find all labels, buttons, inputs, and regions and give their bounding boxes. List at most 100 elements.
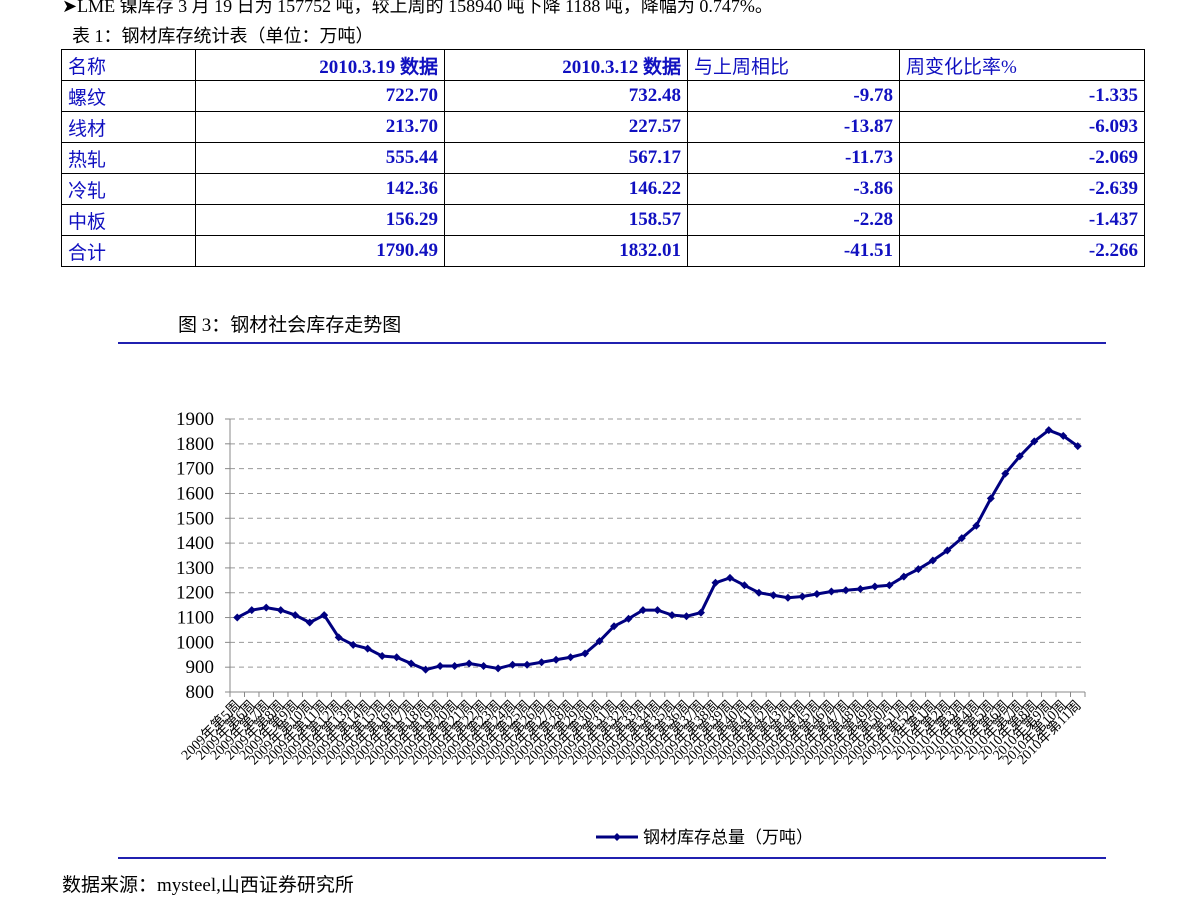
- table-cell: 142.36: [195, 173, 445, 205]
- marker: [581, 649, 590, 658]
- table-cell: -41.51: [687, 235, 900, 267]
- marker: [870, 582, 879, 591]
- table-row: 合计 1790.49 1832.01 -41.51 -2.266: [61, 235, 1145, 267]
- marker: [783, 593, 792, 602]
- marker: [639, 606, 648, 615]
- y-tick-label: 900: [186, 657, 215, 678]
- table-cell: -2.266: [899, 235, 1145, 267]
- marker: [262, 603, 271, 612]
- marker: [552, 655, 561, 664]
- marker: [740, 581, 749, 590]
- marker: [378, 652, 387, 661]
- marker: [885, 581, 894, 590]
- table-cell: 146.22: [444, 173, 688, 205]
- marker: [407, 659, 416, 668]
- marker: [711, 578, 720, 587]
- marker: [320, 611, 329, 620]
- marker: [928, 556, 937, 565]
- marker: [1015, 452, 1024, 461]
- table-cell: -1.437: [899, 204, 1145, 236]
- marker: [696, 608, 705, 617]
- y-tick-label: 1100: [177, 608, 214, 629]
- y-tick-label: 1400: [176, 533, 214, 554]
- y-tick-label: 1200: [176, 583, 214, 604]
- table-cell: 1790.49: [195, 235, 445, 267]
- table-cell: 722.70: [195, 80, 445, 112]
- line: [236, 428, 1079, 672]
- marker: [349, 640, 358, 649]
- legend-marker: [613, 833, 621, 841]
- marker: [841, 586, 850, 595]
- marker: [392, 653, 401, 662]
- marker: [812, 589, 821, 598]
- table-cell: 156.29: [195, 204, 445, 236]
- y-tick-label: 1700: [176, 459, 214, 480]
- marker: [1073, 442, 1082, 451]
- marker: [914, 565, 923, 574]
- marker: [769, 591, 778, 600]
- y-tick-label: 1500: [176, 508, 214, 529]
- table-row: 热轧 555.44 567.17 -11.73 -2.069: [61, 142, 1145, 174]
- source: 数据来源：mysteel,山西证券研究所: [62, 875, 354, 896]
- marker: [465, 659, 474, 668]
- table-cell: 567.17: [444, 142, 688, 174]
- y-tick-label: 1600: [176, 483, 214, 504]
- table-cell: 与上周相比: [687, 49, 900, 81]
- table-cell: 2010.3.12 数据: [444, 49, 688, 81]
- table-cell: 732.48: [444, 80, 688, 112]
- marker: [334, 633, 343, 642]
- table-cell: 热轧: [61, 142, 196, 174]
- marker: [595, 637, 604, 646]
- marker: [494, 664, 503, 673]
- table-cell: -2.639: [899, 173, 1145, 205]
- marker: [421, 665, 430, 674]
- y-tick-label: 800: [186, 682, 215, 703]
- rule: [118, 857, 1106, 859]
- table-cell: -2.28: [687, 204, 900, 236]
- table-cell: 1832.01: [444, 235, 688, 267]
- table-cell: 555.44: [195, 142, 445, 174]
- table-cell: 227.57: [444, 111, 688, 143]
- marker: [610, 622, 619, 631]
- table-cell: 冷轧: [61, 173, 196, 205]
- marker: [667, 611, 676, 620]
- y-tick-label: 1000: [176, 632, 214, 653]
- marker: [436, 661, 445, 670]
- marker: [624, 614, 633, 623]
- table-row: 名称 2010.3.19 数据 2010.3.12 数据 与上周相比 周变化比率%: [61, 49, 1145, 81]
- marker: [957, 534, 966, 543]
- y-tick-label: 1800: [176, 434, 214, 455]
- marker: [986, 494, 995, 503]
- note: ➤LME 镍库存 3 月 19 日为 157752 吨，较上周的 158940 …: [62, 0, 773, 16]
- marker: [537, 658, 546, 667]
- marker: [682, 612, 691, 621]
- table-cell: 158.57: [444, 204, 688, 236]
- marker: [276, 606, 285, 615]
- marker: [653, 606, 662, 615]
- marker: [1044, 426, 1053, 435]
- marker: [479, 661, 488, 670]
- marker: [450, 661, 459, 670]
- marker: [233, 613, 242, 622]
- marker: [523, 660, 532, 669]
- y-tick-label: 1300: [176, 558, 214, 579]
- table-cell: 名称: [61, 49, 196, 81]
- rule: [118, 342, 1106, 344]
- y-tick-label: 1900: [176, 409, 214, 430]
- marker: [363, 644, 372, 653]
- marker: [827, 587, 836, 596]
- marker: [1059, 431, 1068, 440]
- marker: [856, 585, 865, 594]
- marker: [566, 653, 575, 662]
- marker: [291, 611, 300, 620]
- marker: [798, 592, 807, 601]
- marker: [899, 572, 908, 581]
- marker: [247, 606, 256, 615]
- marker: [1001, 469, 1010, 478]
- table-cell: 合计: [61, 235, 196, 267]
- table-cell: 螺纹: [61, 80, 196, 112]
- marker: [754, 588, 763, 597]
- marker: [508, 660, 517, 669]
